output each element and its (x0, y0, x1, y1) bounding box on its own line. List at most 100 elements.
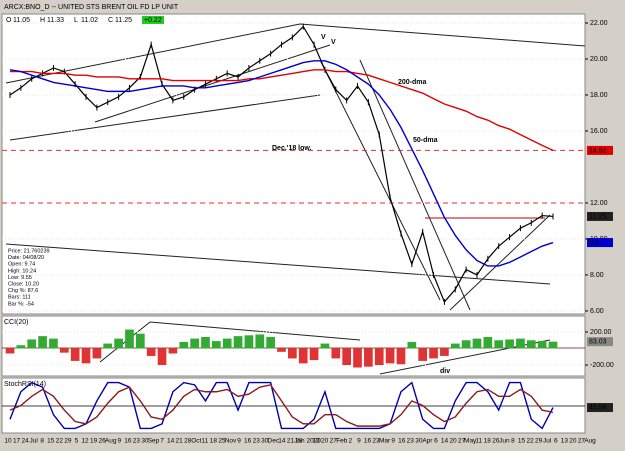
x-tick-label: 5 (75, 438, 79, 445)
x-tick-label: 14 (278, 438, 286, 445)
cci-bar (396, 348, 406, 365)
x-tick-label: 8 (511, 438, 515, 445)
x-tick-label: 27 (330, 438, 338, 445)
cci-bar (364, 348, 373, 367)
y-tick-label: 8.00 (590, 272, 604, 279)
x-tick-label: 15 (518, 438, 526, 445)
cci-bar (342, 348, 352, 366)
x-tick-label: 20 (569, 438, 577, 445)
series-line (9, 60, 554, 267)
x-tick-label: 9 (237, 438, 241, 445)
cci-bar (494, 340, 504, 349)
cci-bar (125, 329, 134, 349)
cci-bar (190, 338, 199, 349)
x-tick-label: 26 (492, 438, 500, 445)
info-line: Close: 10.20 (8, 281, 39, 287)
last-value-label: 14.92 (589, 147, 607, 154)
cci-bar (429, 348, 438, 359)
x-tick-label: 13 (561, 438, 569, 445)
cci-bar (483, 336, 493, 349)
x-tick-label: Jan 2020 (294, 438, 321, 445)
cci-bar (418, 348, 428, 361)
last-value-label: 83.03 (589, 339, 607, 346)
panel-title: CCI(20) (4, 319, 29, 326)
last-value-label: 11.25 (589, 213, 606, 220)
info-line: Low: 9.55 (8, 275, 32, 281)
stoch-panel (1, 377, 586, 434)
x-tick-label: 16 (364, 438, 372, 445)
last-value-box (587, 337, 613, 347)
x-tick-label: 10 (4, 438, 12, 445)
x-tick-label: 9 (117, 438, 121, 445)
x-tick-label: 9 (357, 438, 361, 445)
x-tick-label: 21 (287, 438, 295, 445)
cci-bar (385, 348, 395, 364)
cci-bar (374, 348, 384, 366)
last-value-box (587, 238, 613, 248)
x-tick-label: 27 (458, 438, 466, 445)
last-value-box (587, 403, 613, 413)
x-tick-label: 23 (133, 438, 141, 445)
x-tick-label: Feb (336, 438, 348, 445)
info-line: Chg %: 87.6 (8, 288, 38, 294)
x-tick-label: Sep (148, 438, 160, 445)
y-tick-label: -200.00 (590, 362, 614, 369)
cci-bar (320, 343, 330, 349)
cci-bar (168, 348, 178, 354)
x-tick-label: 28 (184, 438, 192, 445)
last-value-box (587, 145, 613, 155)
x-tick-label: May (464, 438, 477, 445)
x-tick-label: 23 (253, 438, 261, 445)
trendline (9, 94, 321, 141)
cci-bar (298, 348, 308, 364)
x-tick-label: 6 (434, 438, 438, 445)
x-tick-label: 24 (22, 438, 30, 445)
x-tick-label: 17 (13, 438, 21, 445)
trendline (299, 23, 586, 47)
cci-bar (266, 336, 275, 349)
x-tick-label: 18 (484, 438, 492, 445)
annotation: 200-dma (398, 79, 427, 86)
x-tick-label: 9 (391, 438, 395, 445)
cci-bar (255, 334, 265, 349)
x-tick-label: 23 (372, 438, 380, 445)
x-tick-label: 21 (176, 438, 184, 445)
cci-bar (16, 345, 26, 349)
header-label: O (6, 17, 12, 24)
y-tick-label: 22.00 (590, 20, 608, 27)
y-tick-label: 16.00 (590, 128, 608, 135)
x-tick-label: Nov (225, 438, 237, 445)
cci-bar (277, 348, 286, 352)
x-tick-label: 23 (407, 438, 415, 445)
cci-bar (179, 341, 189, 349)
x-tick-label: 16 (124, 438, 132, 445)
chart-title: ARCX:BNO_D -- UNITED STS BRENT OIL FD LP… (4, 4, 179, 11)
trendline (99, 321, 151, 363)
x-tick-label: 15 (47, 438, 55, 445)
header-label: L (74, 17, 78, 24)
x-tick-label: Aug (584, 438, 596, 445)
cci-bar (548, 341, 558, 349)
x-tick-label: 30 (415, 438, 423, 445)
trendline (359, 59, 471, 311)
trendline (449, 214, 551, 311)
change-label: +0.22 (144, 17, 162, 24)
x-tick-label: 14 (441, 438, 449, 445)
x-tick-label: 29 (535, 438, 543, 445)
x-tick-label: Mar (379, 438, 391, 445)
x-tick-label: 25 (218, 438, 226, 445)
x-tick-label: 13 (313, 438, 321, 445)
y-tick-label: 6.00 (590, 308, 604, 315)
y-tick-label: 200.00 (590, 329, 612, 336)
header-value: 11.05 (13, 17, 30, 24)
last-value-label: 9.8 (589, 239, 599, 246)
series-line (9, 381, 554, 430)
annotation: V (331, 39, 336, 46)
cci-bar (505, 339, 514, 349)
cci-bar (135, 333, 145, 349)
annotation: V (321, 34, 326, 41)
x-tick-label: 11 (475, 438, 482, 445)
x-tick-label: 12 (81, 438, 89, 445)
